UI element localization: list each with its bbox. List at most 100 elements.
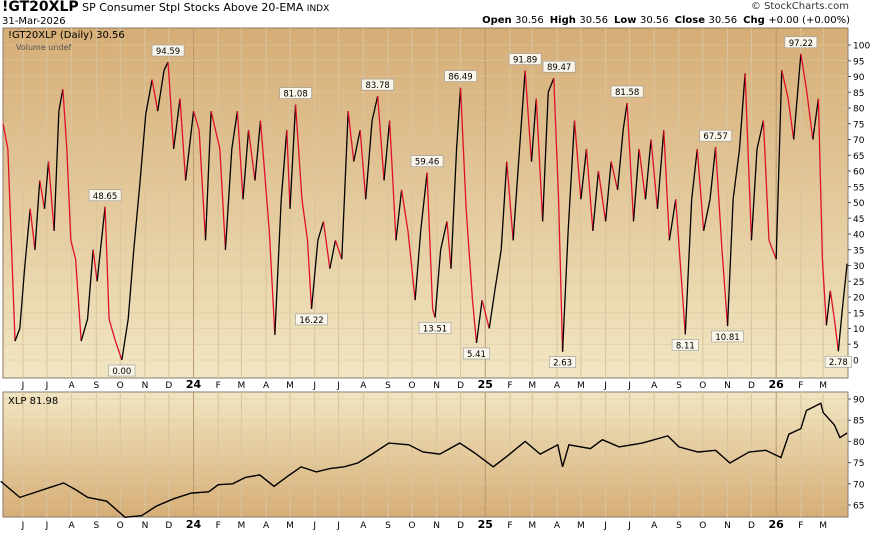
value-label: 81.58 [615,88,639,98]
indicator-line-segment [192,110,200,131]
indicator-line-segment [585,148,594,231]
x-tick-label: M [577,381,585,391]
indicator-line-segment [420,172,428,231]
indicator-line-segment [475,300,483,344]
x-tick-label: O [117,381,124,391]
indicator-line-segment [439,221,448,250]
indicator-line-segment [750,148,758,241]
price-panel [2,391,849,518]
indicator-line-segment [39,180,46,209]
y-tick-label: 60 [853,168,865,178]
indicator-line-segment [632,148,640,222]
x-tick-label: A [554,521,561,531]
x-tick-label: M [819,521,827,531]
indicator-line-segment [744,73,753,241]
indicator-line-segment [151,79,159,112]
x-tick-label: M [286,521,294,531]
indicator-line-segment [210,111,221,150]
indicator-line-segment [306,240,313,309]
indicator-line-segment [592,170,600,231]
y-tick-label: 90 [853,396,865,406]
x-tick-label: S [676,521,682,531]
indicator-line-segment [157,70,165,112]
indicator-line-segment [825,290,832,326]
y-tick-label: 80 [853,438,865,448]
x-tick-label: J [312,381,316,391]
indicator-line-segment [787,98,795,140]
value-label-box [610,85,644,98]
x-tick-label: J [336,381,340,391]
x-tick-label: D [165,381,172,391]
indicator-line-segment [371,95,379,121]
indicator-line-segment [294,104,303,200]
indicator-line-segment [133,180,141,250]
x-tick-label: D [748,521,755,531]
x-tick-label: J [21,521,25,531]
ohlc-low: Low 30.56 [614,15,669,26]
y-tick-label: 15 [853,309,864,319]
x-tick-label: J [336,521,340,531]
x-tick-label: M [528,521,536,531]
value-label: 89.47 [547,63,571,73]
y-tick-label: 55 [853,183,864,193]
value-label-box [418,322,452,334]
x-tick-label: N [433,381,440,391]
value-label-box [508,53,542,65]
indicator-line-segment [650,139,659,209]
x-tick-label: N [724,381,731,391]
indicator-line-segment [34,180,41,250]
value-label: 0.00 [112,367,131,377]
x-tick-label: F [216,381,221,391]
indicator-line-segment [610,161,619,191]
y-tick-label: 70 [853,136,865,146]
value-label-box [711,330,744,343]
indicator-line-segment [756,120,765,150]
indicator-line-segment [793,53,802,140]
value-label: 86.49 [448,73,472,83]
x-tick-label: D [457,521,464,531]
indicator-line-segment [726,199,734,326]
chart-date: 31-Mar-2026 [2,16,66,27]
value-label-box [784,36,818,49]
y-tick-label: 100 [853,42,870,52]
indicator-line-segment [92,249,98,282]
y-tick-label: 75 [853,120,864,130]
indicator-line-segment [450,148,458,269]
indicator-line-segment [274,199,282,335]
volume-legend: Volume undef [16,43,71,52]
symbol: !GT20XLP [2,0,79,15]
x-tick-label: A [651,381,658,391]
value-label-box [444,70,477,82]
x-tick-label: 24 [186,518,202,531]
x-tick-label: J [603,381,607,391]
indicator-line-segment [219,148,227,250]
indicator-line-segment [663,130,671,241]
indicator-line-segment [626,102,635,222]
x-tick-label: M [577,521,585,531]
y-tick-label: 65 [853,502,864,512]
value-label: 83.78 [365,81,389,91]
indicator-line-segment [139,114,147,181]
indicator-line-segment [714,147,723,250]
x-tick-label: A [69,521,76,531]
indicator-line-segment [19,268,26,329]
copyright: © StockCharts.com [750,1,849,12]
indicator-line-segment [471,300,478,344]
exchange: INDX [306,4,330,14]
indicator-line-segment [7,148,16,342]
indicator-line-segment [805,89,814,140]
x-tick-label: 25 [478,378,493,391]
x-tick-label: F [216,521,221,531]
indicator-line-segment [198,130,207,241]
x-tick-label: A [651,521,658,531]
x-tick-label: F [798,381,803,391]
x-tick-label: 24 [186,378,202,391]
indicator-line-segment [675,199,686,335]
indicator-line-segment [286,130,291,209]
x-tick-label: M [237,521,245,531]
indicator-line-segment [684,199,693,335]
indicator-line-segment [696,148,705,231]
x-tick-label: S [385,521,391,531]
x-tick-label: S [676,381,682,391]
y-tick-label: 90 [853,73,865,83]
